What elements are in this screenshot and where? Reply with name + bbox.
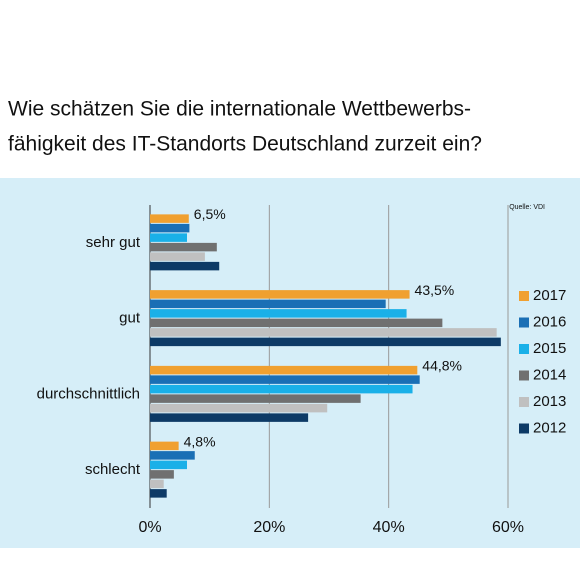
- legend-swatch: [519, 397, 529, 407]
- data-label: 44,8%: [422, 358, 462, 374]
- bar: [150, 299, 386, 309]
- y-tick-label: sehr gut: [86, 234, 141, 251]
- bar: [150, 309, 407, 318]
- chart-title: fähigkeit des IT-Standorts Deutschland z…: [8, 133, 482, 156]
- legend-label: 2015: [533, 340, 566, 357]
- data-label: 4,8%: [184, 433, 216, 449]
- panel: [0, 178, 580, 548]
- bar: [150, 403, 328, 413]
- bar: [150, 233, 187, 242]
- chart-title: Wie schätzen Sie die internationale Wett…: [8, 98, 471, 121]
- legend-swatch: [519, 370, 529, 381]
- x-tick-label: 40%: [373, 519, 405, 536]
- bar: [150, 384, 413, 394]
- data-label: 43,5%: [415, 282, 455, 298]
- legend-label: 2012: [533, 419, 566, 436]
- bar: [150, 252, 205, 261]
- bar: [150, 242, 217, 252]
- legend-swatch: [519, 344, 529, 354]
- legend-swatch: [519, 317, 529, 328]
- bar: [150, 375, 420, 384]
- legend-label: 2014: [533, 366, 566, 383]
- bar: [150, 318, 443, 328]
- bar: [150, 460, 187, 470]
- x-tick-label: 20%: [253, 519, 285, 536]
- bar: [150, 479, 164, 489]
- legend-swatch: [519, 291, 529, 301]
- bar: [150, 214, 189, 223]
- legend-label: 2016: [533, 313, 566, 330]
- y-tick-label: durchschnittlich: [37, 385, 140, 402]
- bar: [150, 290, 410, 299]
- y-tick-label: schlecht: [85, 461, 141, 478]
- bar: [150, 413, 309, 422]
- legend-swatch: [519, 423, 529, 434]
- legend-label: 2017: [533, 287, 566, 304]
- data-label: 6,5%: [194, 206, 226, 222]
- legend-label: 2013: [533, 393, 566, 410]
- source: Quelle: VDI: [509, 204, 545, 211]
- bar: [150, 337, 501, 347]
- y-tick-label: gut: [119, 310, 141, 327]
- bar: [150, 470, 174, 479]
- bar: [150, 328, 497, 337]
- bar: [150, 365, 418, 375]
- x-tick-label: 0%: [138, 519, 161, 536]
- bar: [150, 223, 190, 233]
- bar: [150, 489, 167, 498]
- bar: [150, 261, 220, 271]
- bar: [150, 394, 361, 403]
- bar: [150, 441, 179, 451]
- x-tick-label: 60%: [492, 519, 524, 536]
- bar: [150, 451, 195, 460]
